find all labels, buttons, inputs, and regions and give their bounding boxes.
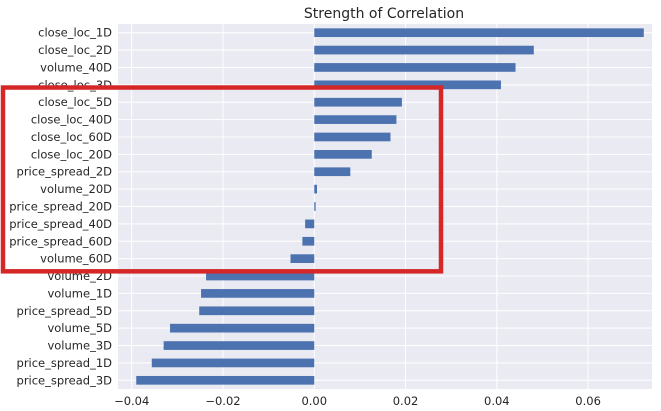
y-tick-label: price_spread_2D: [17, 165, 113, 179]
bar-price_spread_20D: [314, 202, 315, 211]
bar-close_loc_5D: [314, 98, 402, 107]
y-tick-label: close_loc_5D: [38, 95, 112, 109]
x-tick-label: −0.04: [114, 394, 149, 408]
bar-price_spread_1D: [152, 359, 314, 368]
y-tick-label: close_loc_60D: [31, 130, 112, 144]
y-tick-label: volume_40D: [40, 60, 112, 74]
bar-price_spread_40D: [305, 220, 314, 229]
bar-volume_5D: [170, 324, 314, 333]
bar-volume_1D: [201, 289, 314, 298]
y-tick-label: close_loc_20D: [31, 147, 112, 161]
chart-title: Strength of Correlation: [304, 6, 464, 22]
y-tick-label: volume_20D: [40, 182, 112, 196]
y-tick-label: price_spread_40D: [9, 217, 112, 231]
bar-price_spread_2D: [314, 167, 350, 176]
y-tick-label: close_loc_2D: [38, 43, 112, 57]
x-tick-label: 0.06: [575, 394, 601, 408]
y-tick-label: price_spread_3D: [17, 373, 113, 387]
y-tick-label: volume_60D: [40, 252, 112, 266]
bar-price_spread_3D: [136, 376, 314, 385]
y-tick-label: price_spread_60D: [9, 234, 112, 248]
bar-volume_20D: [314, 185, 317, 194]
x-tick-labels: −0.04 −0.02 0.00 0.02 0.04 0.06: [114, 394, 601, 408]
y-tick-label: price_spread_20D: [9, 200, 112, 214]
bar-price_spread_5D: [199, 306, 314, 315]
x-tick-label: 0.00: [301, 394, 327, 408]
x-tick-label: −0.02: [205, 394, 240, 408]
bar-close_loc_40D: [314, 115, 396, 124]
y-tick-label: volume_1D: [47, 286, 112, 300]
y-tick-label: close_loc_40D: [31, 113, 112, 127]
x-tick-label: 0.04: [484, 394, 510, 408]
bar-close_loc_2D: [314, 46, 534, 55]
y-tick-labels: close_loc_1D close_loc_2D volume_40D close_…: [9, 26, 112, 388]
bar-volume_3D: [164, 341, 315, 350]
bar-volume_40D: [314, 63, 515, 72]
y-tick-label: price_spread_1D: [17, 356, 113, 370]
y-tick-label: volume_5D: [47, 321, 112, 335]
y-tick-label: volume_3D: [47, 339, 112, 353]
bar-close_loc_1D: [314, 28, 644, 37]
bar-close_loc_20D: [314, 150, 372, 159]
bar-volume_60D: [291, 254, 315, 263]
bar-price_spread_60D: [302, 237, 314, 246]
y-tick-label: price_spread_5D: [17, 304, 113, 318]
bar-close_loc_60D: [314, 133, 390, 142]
y-tick-label: close_loc_1D: [38, 26, 112, 40]
x-tick-label: 0.02: [393, 394, 419, 408]
